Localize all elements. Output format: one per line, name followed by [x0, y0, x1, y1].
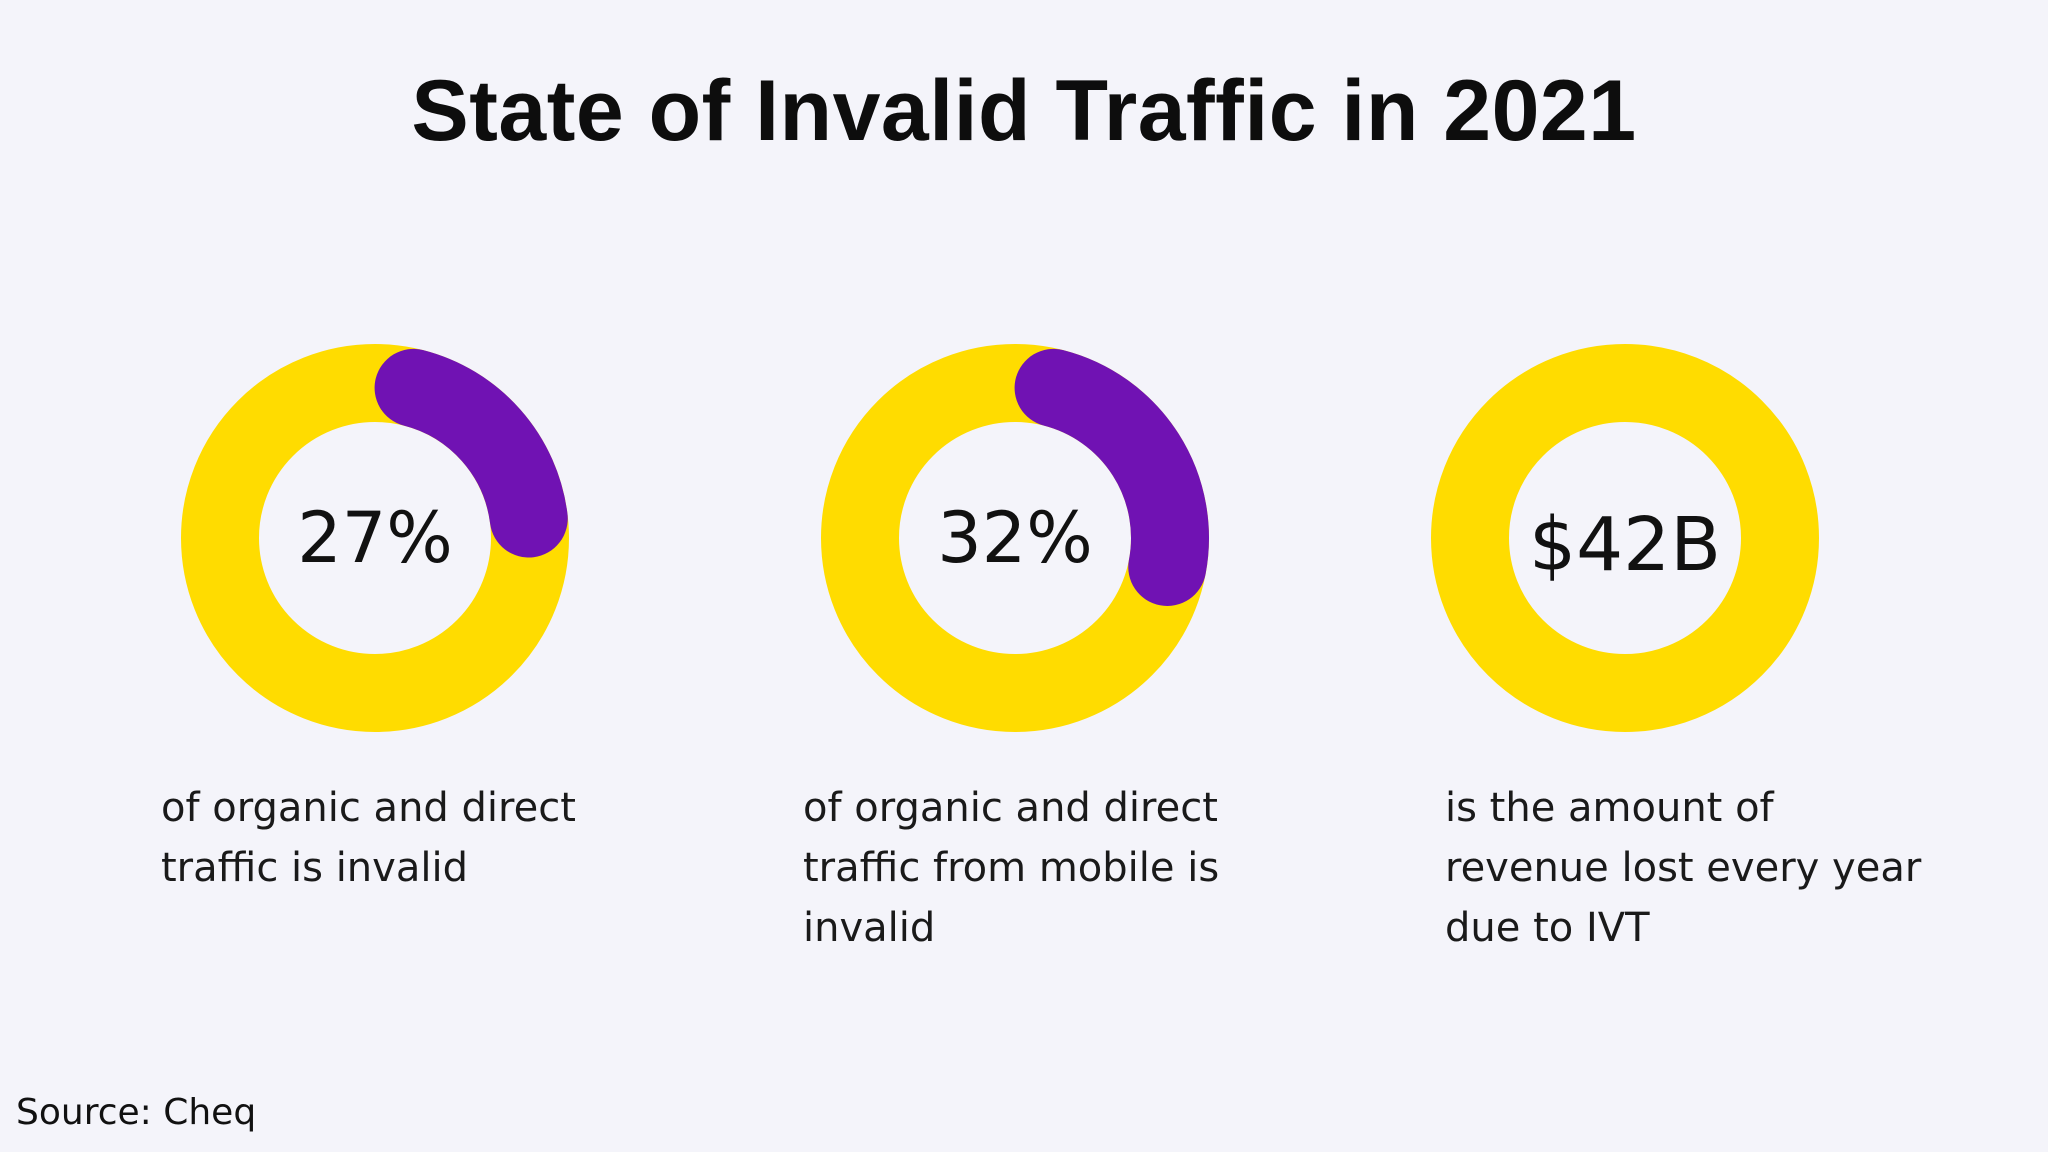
caption-line: due to IVT: [1445, 905, 1650, 951]
caption-line: revenue lost every year: [1445, 845, 1922, 891]
stat-caption: is the amount of revenue lost every year…: [1445, 778, 2005, 958]
stat-value: $42B: [1528, 502, 1721, 588]
page-title: State of Invalid Traffic in 2021: [411, 63, 1637, 159]
caption-line: traffic from mobile is: [803, 845, 1220, 891]
donut-ring: [1431, 344, 1819, 732]
stat-value: 27%: [297, 497, 453, 579]
caption-line: of organic and direct: [161, 785, 576, 831]
caption-line: is the amount of: [1445, 785, 1774, 831]
caption-line: invalid: [803, 905, 936, 951]
donut-arc-mobile: [1014, 348, 1209, 606]
stat-caption: of organic and direct traffic is invalid: [161, 778, 721, 898]
stat-value: 32%: [937, 497, 1093, 579]
caption-line: of organic and direct: [803, 785, 1218, 831]
caption-line: traffic is invalid: [161, 845, 468, 891]
donut-arc-organic-direct: [374, 348, 568, 558]
donut-chart-organic-direct: [181, 344, 569, 732]
source-note: Source: Cheq: [16, 1092, 257, 1133]
stat-caption: of organic and direct traffic from mobil…: [803, 778, 1363, 958]
donut-chart-mobile: [821, 344, 1209, 732]
donut-chart-revenue: [1431, 344, 1819, 732]
